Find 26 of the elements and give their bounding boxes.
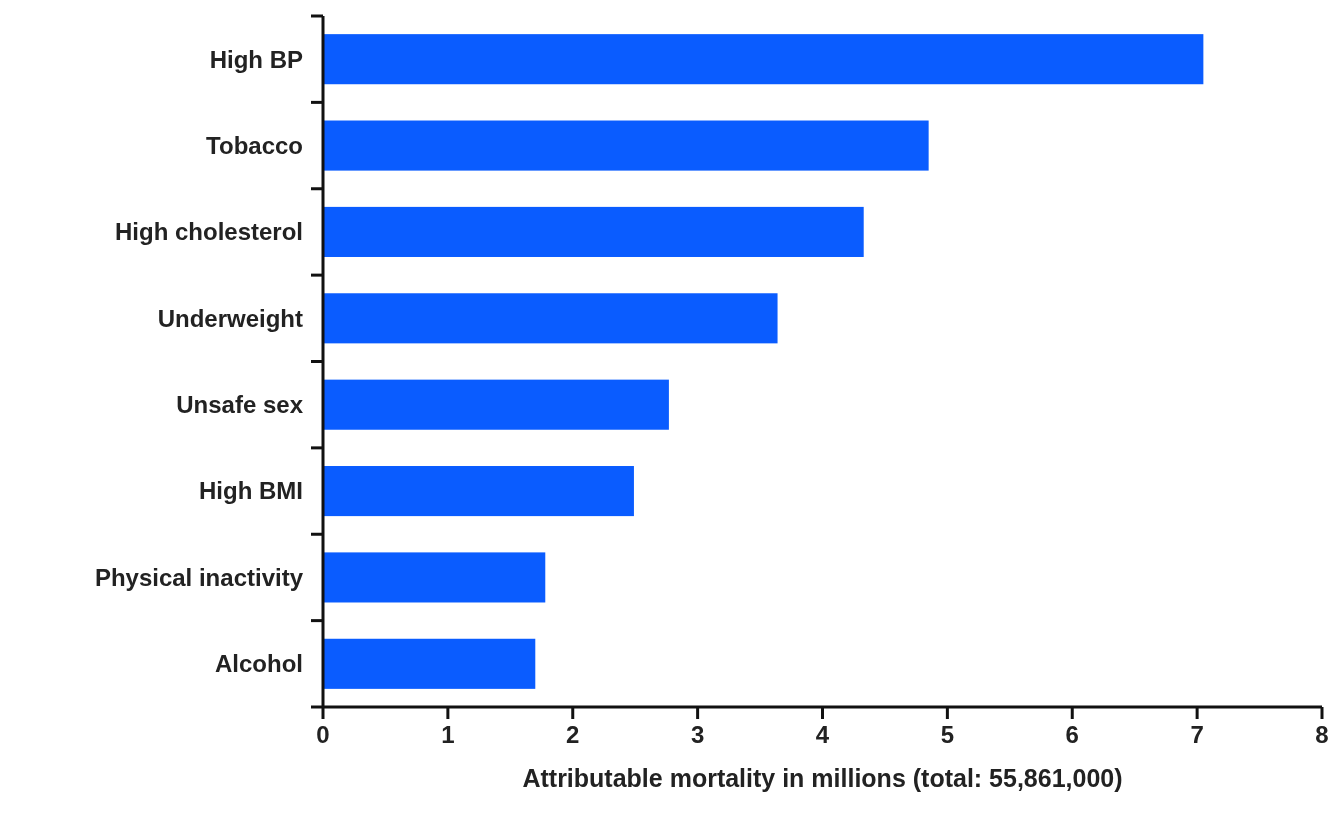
y-tick-label: High BMI — [199, 477, 303, 505]
y-tick-label: Unsafe sex — [176, 391, 304, 419]
bar — [323, 206, 864, 257]
x-tick-label: 2 — [566, 721, 580, 748]
x-tick-label: 3 — [690, 721, 705, 748]
x-tick-label: 8 — [1315, 721, 1329, 748]
bar — [323, 293, 778, 344]
y-tick-label: Underweight — [157, 304, 303, 332]
y-tick-label: Alcohol — [215, 650, 303, 678]
x-tick-label: 1 — [441, 721, 455, 748]
y-tick-label: High cholesterol — [114, 218, 303, 246]
x-tick-label: 5 — [940, 721, 955, 748]
bar — [323, 34, 1204, 85]
y-tick-label: High BP — [209, 45, 303, 73]
x-axis-title: Attributable mortality in millions (total: 55,861,000) — [522, 764, 1123, 792]
x-tick-label: 7 — [1190, 721, 1204, 748]
bar — [323, 379, 669, 430]
x-tick-label: 4 — [815, 721, 830, 748]
bar — [323, 552, 546, 603]
x-tick-label: 0 — [316, 721, 330, 748]
bar — [323, 120, 929, 171]
y-tick-label: Tobacco — [206, 131, 303, 159]
bar — [323, 638, 536, 689]
y-tick-label: Physical inactivity — [94, 563, 304, 591]
x-tick-label: 6 — [1065, 721, 1079, 748]
bar — [323, 466, 634, 517]
